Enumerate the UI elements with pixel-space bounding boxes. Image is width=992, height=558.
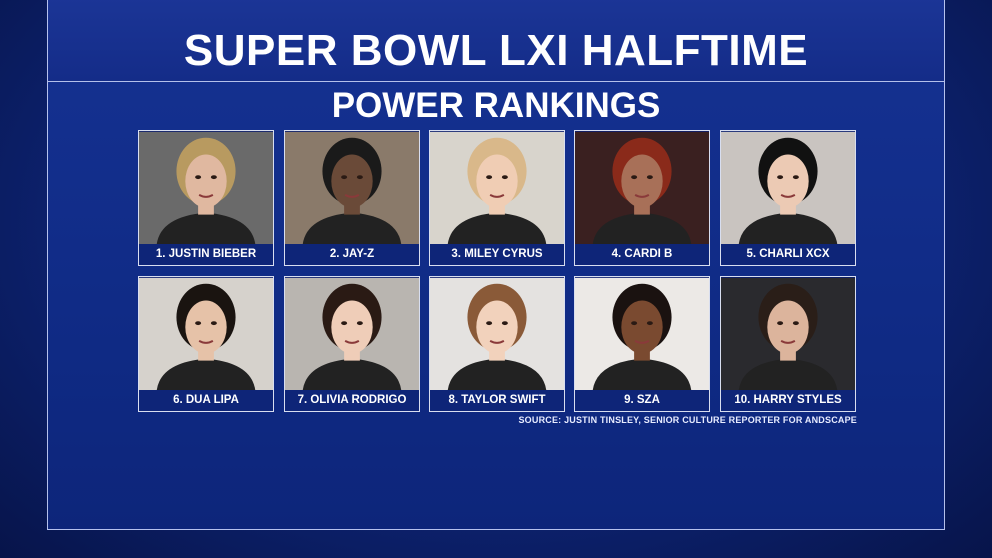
ranking-card: 10. HARRY STYLES — [720, 276, 856, 412]
ranking-label: 9. SZA — [575, 390, 709, 411]
photo — [139, 131, 273, 245]
photo — [430, 131, 564, 245]
ranking-card: 1. JUSTIN BIEBER — [138, 130, 274, 266]
title: SUPER BOWL LXI HALFTIME — [183, 26, 809, 75]
ranking-label: 2. JAY-Z — [285, 244, 419, 265]
ranking-label: 3. MILEY CYRUS — [430, 244, 564, 265]
photo — [721, 131, 855, 245]
ranking-card: 8. TAYLOR SWIFT — [429, 276, 565, 412]
ranking-card: 2. JAY-Z — [284, 130, 420, 266]
ranking-label: 10. HARRY STYLES — [721, 390, 855, 411]
ranking-label: 8. TAYLOR SWIFT — [430, 390, 564, 411]
photo — [721, 277, 855, 391]
ranking-label: 5. CHARLI XCX — [721, 244, 855, 265]
subtitle: POWER RANKINGS — [331, 86, 661, 125]
photo — [575, 131, 709, 245]
ranking-label: 7. OLIVIA RODRIGO — [285, 390, 419, 411]
ranking-card: 5. CHARLI XCX — [720, 130, 856, 266]
photo — [285, 131, 419, 245]
ranking-card: 4. CARDI B — [574, 130, 710, 266]
ranking-card: 6. DUA LIPA — [138, 276, 274, 412]
photo — [430, 277, 564, 391]
ranking-label: 6. DUA LIPA — [139, 390, 273, 411]
ranking-label: 1. JUSTIN BIEBER — [139, 244, 273, 265]
title-bar — [47, 0, 945, 83]
ranking-card: 9. SZA — [574, 276, 710, 412]
photo — [575, 277, 709, 391]
photo — [139, 277, 273, 391]
source: SOURCE: JUSTIN TINSLEY, SENIOR CULTURE R… — [518, 415, 857, 425]
ranking-card: 3. MILEY CYRUS — [429, 130, 565, 266]
ranking-label: 4. CARDI B — [575, 244, 709, 265]
ranking-card: 7. OLIVIA RODRIGO — [284, 276, 420, 412]
photo — [285, 277, 419, 391]
